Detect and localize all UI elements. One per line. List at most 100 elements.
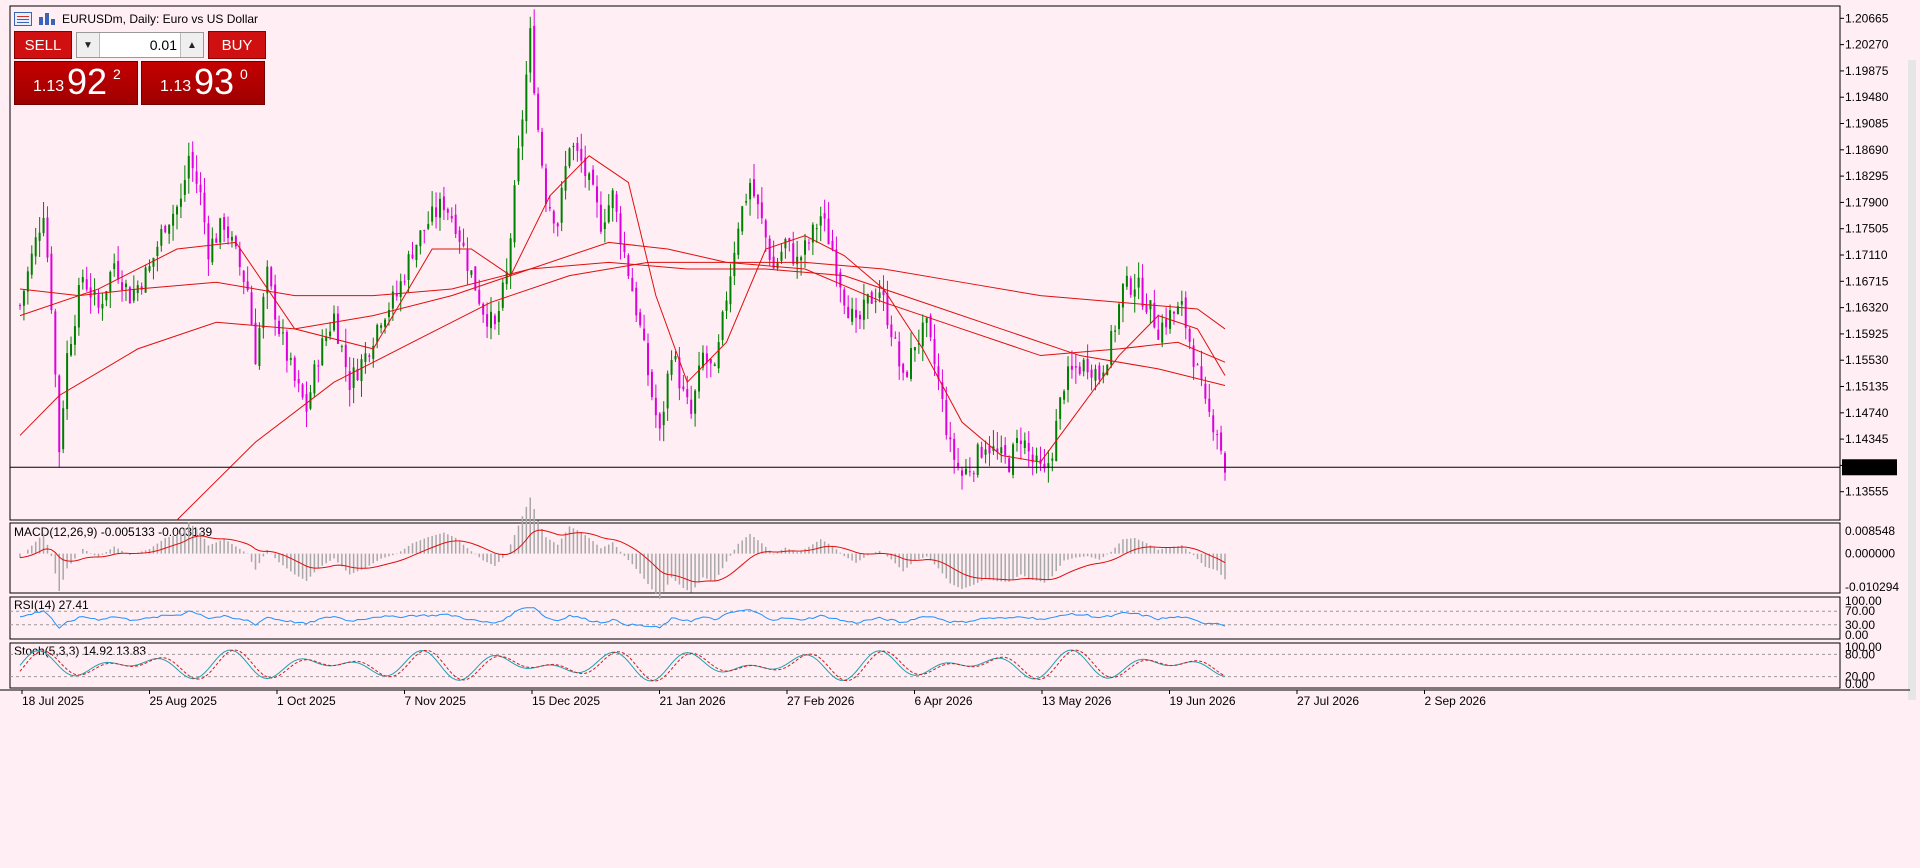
volume-decrease-icon[interactable]: ▼ [77,33,100,57]
candle [1196,362,1199,366]
candle [415,244,418,268]
candle-body [1161,322,1164,343]
candle-body [643,328,646,341]
candle [423,229,426,244]
candle-body [690,399,693,414]
candle-body [968,471,971,473]
candle-body [670,359,673,375]
candle [85,266,88,292]
ask-price-box[interactable]: 1.13 93 0 [141,61,265,105]
sell-button[interactable]: SELL [14,31,72,59]
bid-price-fraction: 2 [113,66,121,82]
rsi-axis-label: 70.00 [1845,604,1875,618]
candle-body [132,289,135,301]
candle [670,350,673,381]
candle-body [54,311,57,375]
bid-price-prefix: 1.13 [33,78,65,95]
candle-body [344,344,347,368]
candle-body [694,390,697,414]
candle [1184,291,1187,340]
volume-stepper[interactable]: ▼ 0.01 ▲ [76,32,204,58]
candle-body [124,283,127,288]
candle [831,229,834,252]
price-axis-label: 1.18690 [1845,143,1889,157]
candle [1110,324,1113,369]
candle-body [1078,366,1081,374]
symbol-window-icon[interactable] [14,12,32,26]
candle-body [776,262,779,269]
candle-body [1208,398,1211,412]
candle-body [462,242,465,246]
candle-body [368,355,371,357]
candle [1106,364,1109,376]
moving-average-line [19,241,1226,363]
candle [906,370,909,378]
chart-title: EURUSDm, Daily: Euro vs US Dollar [62,12,259,26]
candle [293,355,296,388]
time-axis-label: 15 Dec 2025 [532,694,600,708]
candle-body [254,322,257,365]
candle-body [242,270,245,282]
candle [1015,429,1018,452]
volume-increase-icon[interactable]: ▲ [180,33,203,57]
candle [403,274,406,286]
price-axis-label: 1.16320 [1845,301,1889,315]
candle [281,319,284,345]
candle [988,436,991,467]
candle-body [541,131,544,166]
candle-body [22,290,25,306]
buy-button[interactable]: BUY [208,31,266,59]
candle [745,193,748,206]
candle [270,265,273,290]
candle-body [556,223,559,227]
candle [556,222,559,237]
candle [1224,451,1226,481]
time-axis-label: 18 Jul 2025 [22,694,84,708]
candle [438,192,441,231]
candle-body [1031,454,1034,463]
candle [427,211,430,231]
candle [878,280,881,303]
candle [584,145,587,188]
candle-body [50,253,53,310]
ask-price-main: 93 [194,61,235,102]
candle-body [77,285,80,328]
candle [490,297,493,340]
candle-body [913,346,916,351]
candle-body [329,331,332,337]
candle-body [211,238,214,263]
candle [949,421,952,452]
macd-axis-label: 0.008548 [1845,524,1895,538]
candle [203,177,206,235]
candle [1066,356,1069,403]
candle-body [372,345,375,359]
candle-body [38,232,41,241]
candle-body [898,341,901,367]
candle-body [631,277,634,292]
moving-average-line [19,155,1226,463]
bid-price-box[interactable]: 1.13 92 2 [14,61,138,105]
candle-body [1172,311,1175,314]
candle-body [1192,345,1195,367]
bar-chart-icon[interactable] [38,12,56,26]
candle-body [1153,302,1156,328]
volume-input[interactable]: 0.01 [149,37,177,53]
rsi-line [19,607,1226,629]
candle [815,223,818,243]
candle [77,277,80,336]
candle-body [58,375,61,453]
rsi-axis-label: 100.00 [1845,594,1882,608]
candle-body [1180,301,1183,305]
candle [1216,429,1219,450]
candle-body [839,272,842,288]
candle [588,171,591,191]
candle-body [399,281,402,297]
candle [117,246,120,284]
candle [541,127,544,169]
candle-body [66,353,69,410]
candle [81,269,84,290]
candle-body [804,240,807,255]
candle-body [843,289,846,306]
candle-body [387,309,390,318]
